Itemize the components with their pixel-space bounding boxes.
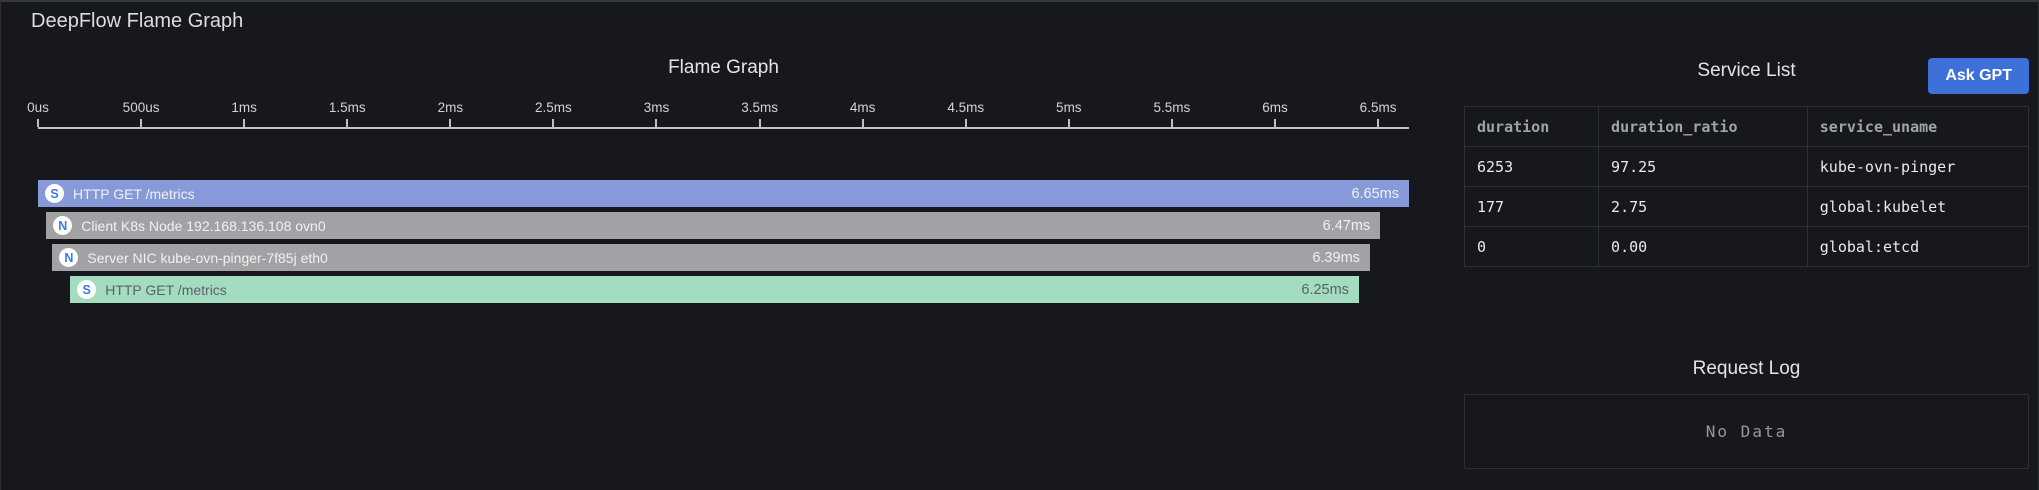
table-cell: 6253 [1463,146,1600,187]
flame-bar-label: HTTP GET /metrics [73,185,195,202]
table-row: 0 0.00 global:etcd [1463,226,2030,267]
network-icon: N [59,248,79,267]
axis-tick-label: 5ms [1056,100,1082,115]
axis-tick-label: 1ms [231,100,257,115]
service-table-header-row: duration duration_ratio service_uname [1463,106,2030,147]
axis-tick-label: 3ms [643,100,670,115]
request-log-empty-box: No Data [1464,394,2029,469]
axis-tick-mark [655,119,658,127]
table-cell: global:etcd [1806,226,2030,267]
axis-tick-mark [861,119,864,127]
flame-bar-duration: 6.47ms [1322,217,1371,234]
table-cell: 2.75 [1598,186,1808,227]
axis-tick-mark [1273,119,1276,127]
axis-tick-label: 6ms [1262,100,1288,115]
flame-bar-duration: 6.25ms [1301,281,1349,298]
axis-tick-mark [140,119,143,127]
request-log-title: Request Log [1692,358,1801,379]
axis-tick-label: 4.5ms [947,100,985,115]
table-row: 177 2.75 global:kubelet [1463,186,2030,227]
flame-bar-label: HTTP GET /metrics [105,281,227,298]
axis-tick-label: 6.5ms [1359,100,1397,115]
service-panel: Service List Ask GPT duration duration_ra… [1463,2,2030,490]
axis-tick-label: 2.5ms [535,100,572,115]
flame-bar[interactable]: S HTTP GET /metrics 6.25ms [70,276,1359,303]
flame-bar[interactable]: N Server NIC kube-ovn-pinger-7f85j eth0 6.… [52,244,1370,271]
axis-tick-label: 4ms [849,100,876,115]
service-icon: S [77,280,97,299]
axis-tick-label: 500us [122,100,160,115]
axis-tick-mark [552,119,555,127]
table-cell: global:kubelet [1806,186,2030,227]
flame-bar[interactable]: S HTTP GET /metrics 6.65ms [38,180,1409,207]
axis-tick-mark [1170,119,1173,127]
service-list-table: duration duration_ratio service_uname 6253… [1463,106,2030,267]
no-data-label: No Data [1705,422,1788,441]
ask-gpt-button[interactable]: Ask GPT [1928,58,2029,94]
flame-bar[interactable]: N Client K8s Node 192.168.136.108 ovn0 6.4… [46,212,1381,239]
axis-tick-mark [243,119,246,127]
column-header-duration_ratio: duration_ratio [1598,106,1808,147]
axis-tick-label: 5.5ms [1153,100,1191,115]
axis-tick-label: 0us [27,100,49,115]
axis-tick-mark [346,119,349,127]
flame-graph-panel: Flame Graph 0us 500us 1ms 1.5ms 2ms 2.5ms 3ms 3… [27,2,1409,490]
axis-tick-mark [37,119,39,127]
flame-bar-label: Client K8s Node 192.168.136.108 ovn0 [81,217,326,234]
flame-bar-label: Server NIC kube-ovn-pinger-7f85j eth0 [87,249,328,266]
service-list-title: Service List [1697,60,1796,81]
axis-tick-mark [449,119,452,127]
flame-bar-duration: 6.39ms [1312,249,1360,266]
time-axis: 0us 500us 1ms 1.5ms 2ms 2.5ms 3ms 3.5ms 4ms 4.5ms… [27,100,1409,129]
page-title: DeepFlow Flame Graph [31,10,244,32]
table-cell: 0 [1463,226,1600,267]
flame-graph-title: Flame Graph [668,57,779,78]
axis-tick-label: 1.5ms [328,100,366,115]
axis-tick-mark [964,119,967,127]
table-cell: 97.25 [1598,146,1808,187]
axis-tick-label: 3.5ms [741,100,778,115]
column-header-service_uname: service_uname [1806,106,2030,147]
table-cell: 0.00 [1598,226,1808,267]
table-cell: kube-ovn-pinger [1806,146,2030,187]
flame-bar-duration: 6.65ms [1351,185,1399,202]
service-icon: S [45,184,64,203]
axis-tick-mark [1067,119,1070,127]
flame-bars: S HTTP GET /metrics 6.65ms N Client K8s Node… [38,180,1409,308]
axis-tick-mark [758,119,761,127]
axis-tick-label: 2ms [437,100,464,115]
table-row: 6253 97.25 kube-ovn-pinger [1463,146,2030,187]
table-cell: 177 [1463,186,1600,227]
axis-tick-mark [1377,119,1380,127]
network-icon: N [53,216,73,235]
column-header-duration: duration [1463,106,1600,147]
